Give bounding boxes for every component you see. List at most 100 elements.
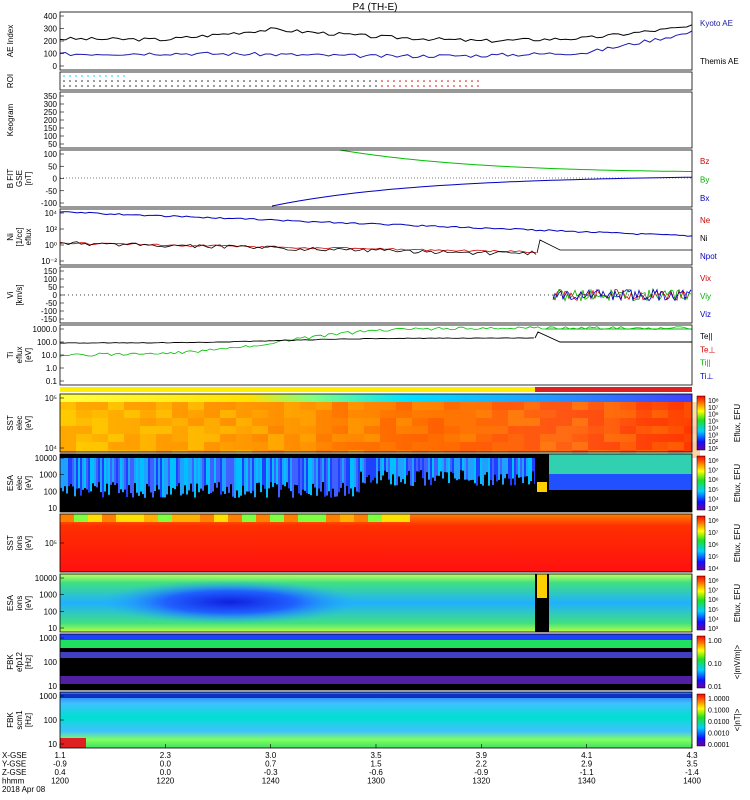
roi-mark <box>321 80 323 82</box>
spectrogram-cell <box>492 402 508 410</box>
panel-ylabel: [km/s] <box>15 284 24 305</box>
ytick-label: 10⁵ <box>45 539 57 548</box>
spectrogram-cell <box>102 458 104 498</box>
roi-mark <box>231 85 233 87</box>
spectrogram-cell <box>264 458 266 489</box>
spectrogram-cell <box>78 458 80 489</box>
roi-mark <box>303 80 305 82</box>
spectrogram-cell <box>476 458 478 486</box>
spectrogram-cell <box>620 402 636 410</box>
spectrogram-cell <box>156 410 172 418</box>
ytick-label: 50 <box>48 283 57 292</box>
spectrogram-cell <box>220 402 236 410</box>
spectrogram-cell <box>476 442 492 450</box>
series-ne <box>59 241 537 253</box>
spectrogram-cell <box>340 458 342 488</box>
spectrogram-cell <box>588 434 604 442</box>
colorbar-tick: 10⁷ <box>708 468 719 475</box>
roi-mark <box>417 80 419 82</box>
spectrogram-cell <box>532 458 534 472</box>
spectrogram-cell <box>274 458 276 483</box>
legend-entry: Kyoto AE <box>700 19 733 28</box>
spectrogram-cell <box>188 410 204 418</box>
spectrogram-cell <box>348 402 364 410</box>
spectrogram-cell <box>636 426 652 434</box>
spectrogram-cell <box>180 458 182 496</box>
ytick-label: 100 <box>44 716 58 725</box>
spectrogram-cell <box>432 458 434 478</box>
panel-ylabel: Ni <box>6 233 15 241</box>
spectrogram-cell <box>124 410 140 418</box>
roi-mark <box>231 80 233 82</box>
roi-mark <box>357 85 359 87</box>
spectrogram-cell <box>412 458 414 486</box>
spectrogram-cell <box>172 426 188 434</box>
spectrogram-cell <box>492 442 508 450</box>
spectrogram-cell <box>268 458 270 489</box>
panel-frame <box>59 453 693 513</box>
roi-mark <box>93 75 95 77</box>
spectrogram-cell <box>220 442 236 450</box>
spectrogram-cell <box>324 458 326 497</box>
spectrogram-cell <box>390 458 392 485</box>
spectrogram-cell <box>620 434 636 442</box>
spectrogram-cell <box>516 458 518 475</box>
spectrogram-cell <box>242 458 244 486</box>
spectrogram-cell <box>442 458 444 479</box>
spectrogram-cell <box>412 402 428 410</box>
spectrogram-band <box>549 490 692 512</box>
roi-mark <box>291 85 293 87</box>
spectrogram-cell <box>346 458 348 486</box>
spectrogram-cell <box>512 458 514 479</box>
spectrogram-cell <box>556 442 572 450</box>
spectrogram-cell <box>506 458 508 474</box>
spectrogram-cell <box>236 434 252 442</box>
roi-mark <box>477 80 479 82</box>
roi-mark <box>399 80 401 82</box>
panel-temperature: Ti eflux [eV] 1000.0 100.0 10.0 1.0 0.1 Te|| Te⊥ T… <box>6 324 715 386</box>
colorbar-tick: 0.01 <box>708 684 722 691</box>
spectrogram-cell <box>504 458 506 479</box>
spectrogram-cell <box>588 402 604 410</box>
roi-mark <box>297 85 299 87</box>
spectrogram-cell <box>476 402 492 410</box>
ytick-label: 100.0 <box>37 338 58 347</box>
spectrogram-cell <box>236 458 238 491</box>
roi-mark <box>303 85 305 87</box>
spectrogram-cell <box>500 458 502 475</box>
spectrogram-cell <box>556 402 572 410</box>
ytick-label: 10 <box>48 740 57 749</box>
xaxis-row-label: Z-GSE <box>2 768 26 777</box>
roi-mark <box>75 85 77 87</box>
roi-mark <box>123 85 125 87</box>
xtick-label: 1340 <box>578 777 596 786</box>
spectrogram-cell <box>106 458 108 484</box>
spectrogram-cell <box>412 418 428 426</box>
spectrogram-cell <box>188 418 204 426</box>
spectrogram-cell <box>524 434 540 442</box>
roi-mark <box>177 80 179 82</box>
spectrogram-cell <box>60 410 76 418</box>
spectrogram-cell <box>556 434 572 442</box>
panel-frame <box>59 393 693 453</box>
spectrogram-cell <box>396 418 412 426</box>
spectrogram-cell <box>272 458 274 487</box>
roi-mark <box>69 75 71 77</box>
roi-mark <box>477 85 479 87</box>
spectrogram-cell <box>76 410 92 418</box>
legend-entry: Ti|| <box>700 359 711 368</box>
panel-esa_i: ESA ions [eV] 10000 1000 100 10 10⁸ 10⁷ 10⁶ 10⁵ 10⁴… <box>6 573 742 633</box>
spectrogram-cell <box>220 458 222 495</box>
spectrogram-cell <box>284 426 300 434</box>
roi-mark <box>423 80 425 82</box>
colorbar-tick: 10³ <box>708 432 719 439</box>
roi-mark <box>93 80 95 82</box>
spectrogram-cell <box>508 426 524 434</box>
spectrogram-cell <box>204 410 220 418</box>
xtick-label: 3.9 <box>476 751 488 760</box>
roi-mark <box>285 80 287 82</box>
spectrogram-cell <box>398 458 400 477</box>
spectrogram-cell <box>492 410 508 418</box>
roi-mark <box>105 80 107 82</box>
